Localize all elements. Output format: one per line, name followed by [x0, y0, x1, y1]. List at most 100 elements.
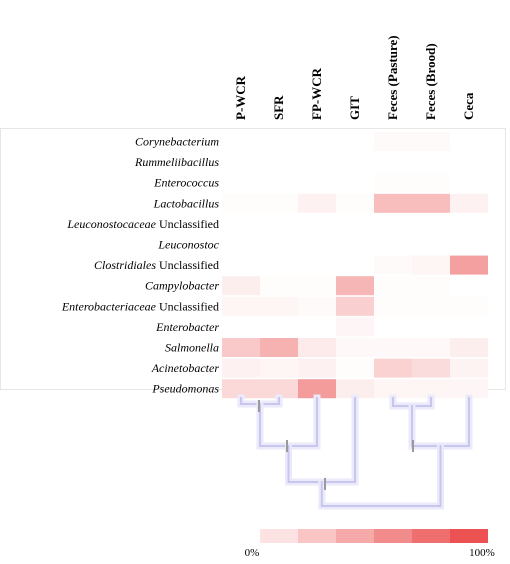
heatmap-cell [336, 173, 374, 193]
heatmap-cell [336, 193, 374, 213]
heatmap-cell [260, 358, 298, 378]
heatmap-cell [260, 152, 298, 172]
scale-swatch [298, 529, 336, 543]
heatmap-cell [374, 193, 412, 213]
dendrogram-branch [320, 445, 442, 507]
column-labels: P-WCR SFR FP-WCR GIT Feces (Pasture) Feces (B… [233, 35, 476, 120]
scale-swatch [336, 529, 374, 543]
heatmap-cell [336, 255, 374, 275]
heatmap-cell [298, 358, 336, 378]
heatmap-cell [222, 193, 260, 213]
heatmap-cell [336, 132, 374, 151]
heatmap-cell [374, 379, 412, 399]
heatmap-cell [298, 379, 336, 399]
heatmap-cell [412, 235, 450, 254]
scale-max-label: 100% [469, 547, 495, 559]
heatmap-cell [450, 152, 488, 172]
heatmap-cell [412, 317, 450, 337]
row-label: Acinetobacter [151, 361, 220, 375]
heatmap-cell [374, 358, 412, 378]
heatmap-cell [336, 338, 374, 357]
column-dendrogram [237, 394, 473, 510]
heatmap-cell [222, 317, 260, 337]
heatmap-cell [260, 173, 298, 193]
heatmap-cell [336, 317, 374, 337]
heatmap-cell [374, 152, 412, 172]
heatmap-cell [298, 235, 336, 254]
heatmap-cell [260, 235, 298, 254]
dendrogram-node [324, 478, 326, 490]
heatmap-cell [336, 152, 374, 172]
heatmap-cell [298, 193, 336, 213]
heatmap-cell [412, 193, 450, 213]
heatmap-cell [450, 317, 488, 337]
heatmap-cell [222, 214, 260, 234]
row-label: Rummeliibacillus [134, 155, 219, 169]
row-label: Enterobacteriaceae Unclassified [61, 299, 219, 313]
row-label: Leuconostocaceae Unclassified [66, 217, 219, 231]
heatmap-cell [222, 152, 260, 172]
heatmap-cell [222, 296, 260, 316]
heatmap-cell [374, 214, 412, 234]
heatmap-cell [412, 214, 450, 234]
heatmap-cell [222, 235, 260, 254]
row-label: Pseudomonas [151, 382, 219, 396]
heatmap-cell [412, 338, 450, 357]
heatmap-cell [412, 379, 450, 399]
heatmap-cell [412, 276, 450, 296]
dendrogram-branch [287, 397, 356, 483]
column-label: GIT [347, 96, 362, 120]
heatmap-cell [222, 173, 260, 193]
scale-swatch [374, 529, 412, 543]
heatmap-cell [298, 276, 336, 296]
heatmap-cell [450, 255, 488, 275]
dendrogram-halo [318, 442, 444, 510]
heatmap-cell [222, 255, 260, 275]
heatmap-cell [298, 152, 336, 172]
row-labels: Corynebacterium Rummeliibacillus Enterococ… [61, 135, 220, 396]
heatmap-cell [260, 214, 298, 234]
heatmap-cell [336, 235, 374, 254]
heatmap-cell [336, 276, 374, 296]
heatmap-cells [222, 132, 488, 399]
row-label: Clostridiales Unclassified [94, 258, 219, 272]
heatmap-cell [450, 173, 488, 193]
heatmap-cell [450, 235, 488, 254]
scale-swatch [450, 529, 488, 543]
scale-min-label: 0% [245, 547, 260, 559]
column-label: Feces (Pasture) [385, 35, 400, 120]
heatmap-cell [222, 276, 260, 296]
heatmap-cell [450, 193, 488, 213]
heatmap-cell [336, 358, 374, 378]
heatmap-cell [298, 132, 336, 151]
heatmap-cell [374, 235, 412, 254]
heatmap-cell [412, 255, 450, 275]
scale-swatch [260, 529, 298, 543]
heatmap-cell [450, 338, 488, 357]
heatmap-cell [298, 173, 336, 193]
heatmap-cell [298, 317, 336, 337]
row-label: Campylobacter [145, 279, 219, 293]
heatmap-cell [260, 255, 298, 275]
heatmap-cell [336, 214, 374, 234]
heatmap-cell [298, 296, 336, 316]
heatmap-cell [336, 296, 374, 316]
row-label: Enterobacter [155, 320, 219, 334]
heatmap-cell [222, 379, 260, 399]
heatmap-cell [222, 132, 260, 151]
row-label: Salmonella [165, 341, 219, 355]
heatmap-cell [260, 317, 298, 337]
heatmap-cell [374, 317, 412, 337]
heatmap-cell [374, 276, 412, 296]
heatmap-cell [412, 132, 450, 151]
heatmap-cell [298, 255, 336, 275]
column-label: Ceca [461, 92, 476, 120]
heatmap-cell [412, 173, 450, 193]
heatmap-cell [450, 214, 488, 234]
dendrogram-halo [285, 394, 359, 486]
heatmap-cell [374, 338, 412, 357]
heatmap-cell [412, 296, 450, 316]
heatmap-cell [260, 296, 298, 316]
heatmap-cell [260, 338, 298, 357]
